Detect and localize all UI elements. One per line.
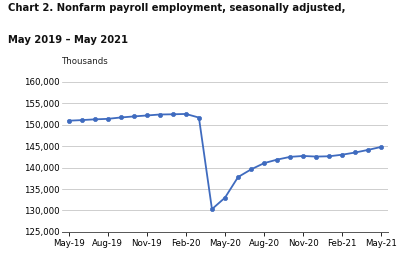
Text: Chart 2. Nonfarm payroll employment, seasonally adjusted,: Chart 2. Nonfarm payroll employment, sea… xyxy=(8,3,346,13)
Text: Thousands: Thousands xyxy=(62,57,109,66)
Text: May 2019 – May 2021: May 2019 – May 2021 xyxy=(8,35,128,45)
